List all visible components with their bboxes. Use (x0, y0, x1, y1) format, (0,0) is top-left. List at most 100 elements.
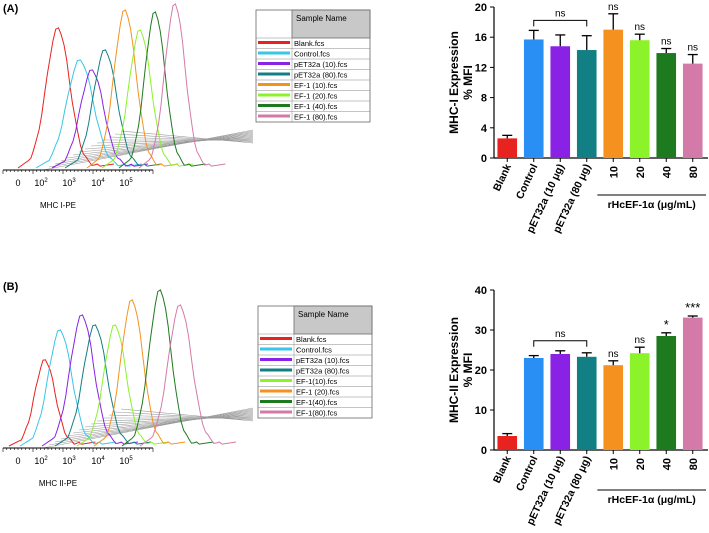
histogram-curve-pet10 (51, 69, 149, 169)
significance-bracket (533, 340, 588, 347)
stack-baseline (60, 132, 254, 162)
y-tick-label: 20 (475, 365, 487, 377)
significance-label: ns (661, 37, 672, 48)
legend-swatch (260, 389, 292, 393)
bar-4 (603, 365, 624, 450)
legend-swatch (260, 337, 292, 340)
stack-baseline (72, 134, 254, 156)
legend-swatch (260, 410, 292, 414)
y-tick-label: 12 (475, 62, 487, 74)
histogram-curve-ef10 (86, 9, 179, 169)
bar-2 (550, 354, 571, 450)
x-tick-label: 10 (608, 166, 620, 178)
bar-5 (629, 40, 650, 158)
x-tick-label: Control (514, 454, 541, 493)
bracket-label: ns (555, 8, 566, 19)
panel-b: (B) 0 102 103 104 105 MHC II-PE Sample Name Bl… (2, 281, 708, 527)
legend-row-label: EF-1 (40).fcs (294, 102, 338, 111)
panel-label-b: (B) (3, 281, 19, 293)
stack-baseline (72, 412, 254, 434)
stack-baseline (60, 410, 254, 440)
legend-swatch (258, 114, 290, 118)
stack-baseline (120, 408, 254, 422)
x-tick-label: Control (514, 162, 541, 201)
legend-header: Sample Name (298, 310, 349, 319)
histogram-curve-ctrl_line (35, 59, 142, 169)
stack-baseline (66, 411, 254, 437)
histogram-curve-ef20 (101, 29, 194, 169)
legend-swatch (260, 347, 292, 351)
y-axis-label-line1: MHC-II Expression (447, 317, 461, 423)
stack-baseline (78, 413, 254, 431)
legend-swatch (258, 41, 290, 44)
significance-label: *** (685, 300, 700, 315)
bar-7 (682, 63, 703, 158)
bar-0 (497, 138, 518, 158)
bar-3 (576, 356, 597, 450)
legend-row-label: pET32a (10).fcs (296, 356, 350, 365)
flow-tick-label: 103 (62, 178, 76, 188)
flow-tick-label: 0 (15, 456, 20, 466)
x-tick-label: 40 (661, 458, 673, 470)
histogram-curve-pet10 (41, 314, 139, 447)
legend-swatch (260, 379, 292, 382)
histogram-curve-ef80 (138, 3, 226, 169)
y-tick-label: 0 (481, 153, 487, 165)
histogram-curve-blank (8, 359, 96, 447)
histogram-curve-ef40 (121, 289, 214, 447)
x-tick-label: Blank (491, 162, 514, 193)
stack-baseline (48, 130, 254, 168)
bar-7 (682, 317, 703, 450)
stack-baseline (78, 135, 254, 153)
legend-row-label: EF-1 (20).fcs (294, 92, 338, 101)
y-axis-label-line1: MHC-I Expression (447, 31, 461, 134)
bracket-label: ns (555, 329, 566, 340)
significance-label: ns (608, 349, 619, 360)
histogram-curve-blank (17, 27, 115, 169)
histogram-curve-ef20 (76, 324, 169, 447)
flow-tick-label: 102 (34, 178, 48, 188)
legend-swatch (260, 368, 292, 372)
histogram-curve-pet80 (54, 324, 152, 447)
significance-label: ns (687, 43, 698, 54)
x-tick-label: 20 (635, 166, 647, 178)
y-tick-label: 8 (481, 93, 487, 105)
legend-swatch (260, 400, 292, 403)
bar-2 (550, 46, 571, 159)
bar-chart-a: 0 4 8 12 16 20 MHC-I Expression% MFI Blank Contr… (447, 2, 708, 235)
legend-row-label: pET32a (80).fcs (294, 71, 348, 80)
bar-1 (523, 358, 544, 450)
legend-row-label: EF-1(40).fcs (296, 398, 338, 407)
flow-histogram-a: 0 102 103 104 105 MHC I-PE (2, 3, 254, 210)
y-tick-label: 40 (475, 285, 487, 297)
panel-label-a: (A) (3, 3, 19, 15)
y-tick-label: 30 (475, 325, 487, 337)
flow-histogram-b: 0 102 103 104 105 MHC II-PE (2, 289, 254, 488)
legend-swatch (258, 72, 290, 76)
x-tick-label: 80 (688, 166, 700, 178)
legend-row-label: EF-1 (10).fcs (294, 81, 338, 90)
legend-header-cell (291, 9, 371, 39)
y-tick-label: 10 (475, 405, 487, 417)
histogram-curve-ef40 (118, 11, 206, 169)
bar-0 (497, 436, 518, 450)
x-tick-label: 80 (688, 458, 700, 470)
y-axis-label-line2: % MFI (461, 65, 475, 100)
legend-row-label: pET32a (10).fcs (294, 60, 348, 69)
stack-baseline (120, 130, 254, 144)
stack-baseline (90, 415, 254, 425)
y-tick-label: 0 (481, 445, 487, 457)
legend-swatch (258, 51, 290, 55)
x-tick-label: 40 (661, 166, 673, 178)
bar-6 (656, 53, 677, 158)
flow-x-axis-label: MHC I-PE (40, 201, 76, 210)
stack-baseline (66, 133, 254, 159)
significance-label: * (664, 317, 669, 332)
group-label: rHcEF-1α (μg/mL) (608, 199, 696, 211)
y-axis-label-line2: % MFI (461, 353, 475, 388)
y-tick-label: 4 (481, 123, 488, 135)
flow-tick-label: 104 (91, 456, 105, 466)
